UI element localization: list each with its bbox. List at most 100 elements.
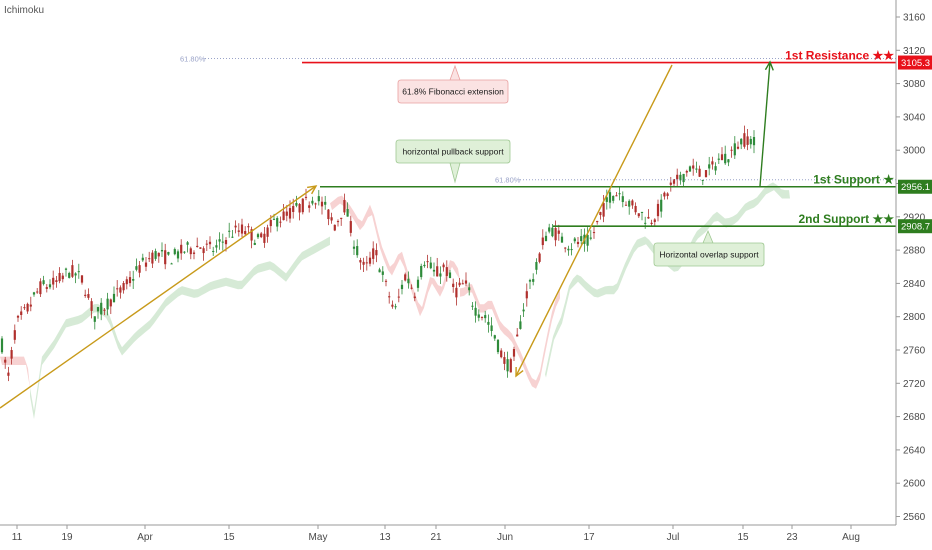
candle-body: [458, 282, 461, 286]
candle-body: [10, 350, 13, 359]
candle-body: [42, 280, 45, 285]
candle-body: [490, 325, 493, 331]
candle-body: [436, 266, 439, 277]
candle-body: [528, 280, 532, 282]
candle-body: [669, 182, 672, 185]
time-axis[interactable]: 11 19 Apr 15 May 13 21 Jun 17 Jul 15 23 Aug: [0, 524, 896, 543]
candle-body: [416, 279, 420, 288]
candle-body: [141, 257, 144, 261]
fib-top-label: 61.80%: [180, 55, 206, 64]
candle-body: [308, 205, 311, 208]
candle-body: [592, 232, 596, 234]
fib-extension-callout[interactable]: 61.8% Fibonacci extension: [397, 64, 509, 104]
candle-body: [228, 230, 231, 232]
time-tick-label: Aug: [842, 532, 860, 543]
pullback-support-callout[interactable]: horizontal pullback support: [395, 139, 511, 184]
candle-body: [135, 266, 138, 270]
candle-body: [295, 202, 298, 206]
candle-body: [541, 237, 544, 246]
time-tick-label: 19: [61, 532, 73, 543]
cloud-bear-segment: [330, 195, 460, 317]
candle-body: [253, 242, 256, 245]
cloud-bear-segment: [0, 356, 30, 388]
candle-body: [663, 192, 666, 197]
candle-body: [7, 372, 10, 376]
candle-body: [180, 244, 183, 254]
candle-body: [128, 277, 132, 284]
price-tick-label: 2600: [903, 479, 926, 490]
candle-body: [365, 262, 368, 264]
candle-body: [506, 359, 509, 372]
candle-body: [311, 200, 314, 204]
price-tick-label: 2560: [903, 512, 926, 523]
candle-body: [269, 219, 272, 227]
candle-body: [215, 245, 218, 248]
candle-body: [695, 168, 698, 170]
candle-body: [183, 251, 186, 253]
candle-body: [586, 234, 589, 246]
candle-body: [192, 252, 196, 254]
price-tick-label: 3120: [903, 46, 926, 57]
candle-body: [23, 307, 26, 309]
candle-body: [464, 280, 468, 284]
candle-body: [522, 309, 525, 312]
time-tick-label: Jun: [497, 532, 513, 543]
candle-body: [557, 230, 560, 234]
candle-body: [132, 279, 135, 281]
trend-arrow-target-shaft: [759, 61, 771, 187]
price-axis[interactable]: 2560 2600 2640 2680 2720 2760 2800 2840 2880 2920…: [895, 0, 926, 525]
candle-body: [471, 305, 474, 307]
candle-body: [714, 166, 717, 171]
candle-body: [698, 168, 701, 177]
cloud-bull-segment: [545, 182, 790, 378]
candle-body: [384, 280, 388, 282]
fib-extension-callout-box: [397, 64, 509, 104]
candle-body: [84, 294, 87, 296]
price-tick-label: 2800: [903, 312, 926, 323]
candle-body: [535, 261, 538, 270]
overlap-support-callout[interactable]: Horizontal overlap support: [653, 229, 765, 267]
candle-body: [29, 304, 32, 307]
candle-body: [39, 281, 42, 295]
candle-body: [679, 174, 682, 181]
candle-body: [205, 243, 208, 245]
trend-arrow-projection-head: [515, 366, 524, 378]
candle-body: [199, 247, 202, 249]
level-title: 1st Support ★: [813, 173, 894, 187]
cloud-bear-segment: [460, 284, 560, 389]
candle-body: [189, 248, 192, 255]
candle-body: [340, 217, 343, 219]
candle-body: [391, 304, 394, 307]
candle-body: [333, 224, 336, 231]
candle-body: [573, 238, 576, 242]
candle-body: [170, 263, 173, 265]
price-tick-label: 3040: [903, 112, 926, 123]
candle-body: [304, 196, 308, 198]
level-price-tag: [898, 55, 932, 70]
candle-body: [320, 201, 324, 207]
candle-body: [349, 221, 352, 233]
candle-body: [96, 307, 100, 312]
candle-body: [327, 209, 330, 220]
candle-body: [368, 257, 372, 264]
candle-body: [468, 287, 471, 291]
level-title: 2nd Support ★★: [798, 212, 894, 226]
fib-extension-callout-text: 61.8% Fibonacci extension: [402, 87, 504, 97]
candle-body: [599, 212, 602, 216]
candle-body: [160, 249, 164, 252]
candle-body: [397, 296, 400, 298]
candle-body: [605, 197, 608, 202]
candle-body: [106, 298, 109, 310]
candle-body: [477, 314, 480, 318]
trend-arrows: [0, 60, 774, 409]
candle-body: [0, 338, 4, 353]
candle-body: [55, 280, 58, 282]
candle-body: [727, 159, 730, 163]
candle-body: [196, 245, 199, 248]
candle-body: [388, 296, 391, 298]
candle-body: [618, 193, 621, 195]
candle-body: [138, 265, 141, 273]
indicator-label: Ichimoku: [4, 5, 44, 16]
candle-body: [144, 262, 148, 267]
